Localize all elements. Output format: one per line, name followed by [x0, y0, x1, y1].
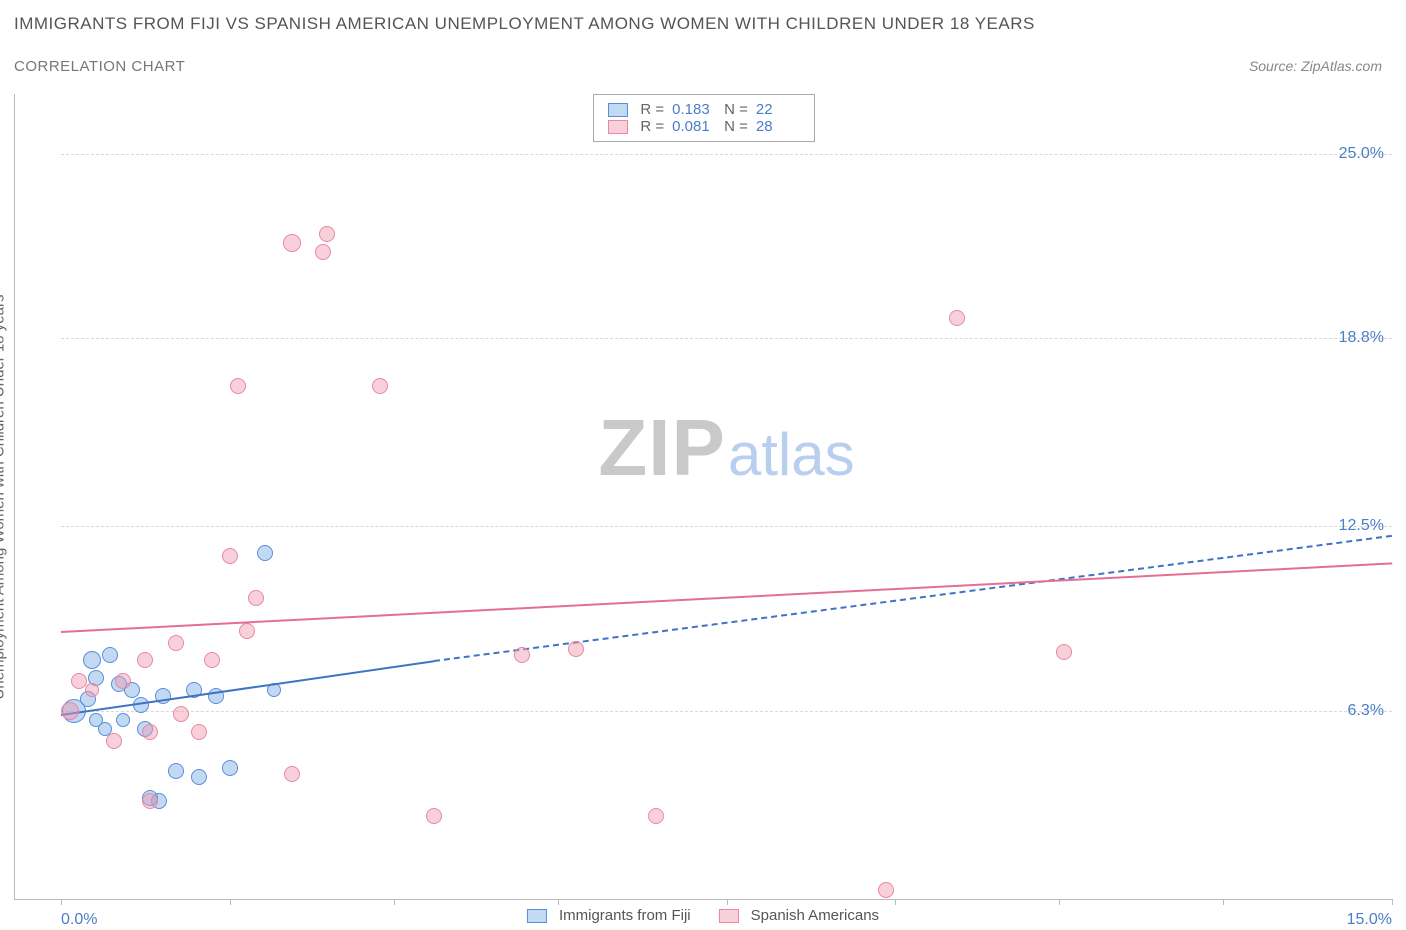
data-point	[71, 673, 87, 689]
stat-r-label: R =	[640, 101, 664, 118]
legend-item-s1: Immigrants from Fiji	[527, 907, 691, 924]
data-point	[514, 647, 530, 663]
x-tick-mark	[394, 899, 395, 905]
watermark: ZIP atlas	[598, 402, 854, 494]
legend-item-s2: Spanish Americans	[719, 907, 879, 924]
source-attribution: Source: ZipAtlas.com	[1249, 58, 1382, 74]
gridline	[61, 154, 1392, 155]
data-point	[315, 244, 331, 260]
legend-swatch	[608, 103, 628, 117]
plot-area: ZIP atlas 6.3%12.5%18.8%25.0%0.0%15.0%R …	[61, 94, 1392, 899]
stat-n-value: 22	[756, 101, 800, 118]
x-tick-mark	[1059, 899, 1060, 905]
data-point	[168, 635, 184, 651]
x-tick-label-max: 15.0%	[1347, 911, 1392, 929]
data-point	[102, 647, 118, 663]
data-point	[1056, 644, 1072, 660]
data-point	[61, 702, 79, 720]
stat-r-value: 0.183	[672, 101, 716, 118]
legend-stats-row: R = 0.183 N = 22	[608, 101, 800, 118]
data-point	[283, 234, 301, 252]
data-point	[191, 769, 207, 785]
chart-subtitle: CORRELATION CHART	[14, 58, 185, 75]
x-axis-legend: Immigrants from Fiji Spanish Americans	[527, 907, 879, 924]
chart-title: IMMIGRANTS FROM FIJI VS SPANISH AMERICAN…	[14, 14, 1035, 34]
y-tick-label: 18.8%	[1339, 329, 1384, 347]
source-name: ZipAtlas.com	[1301, 58, 1382, 74]
data-point	[319, 226, 335, 242]
watermark-zip: ZIP	[598, 402, 725, 494]
data-point	[137, 652, 153, 668]
legend-label-s2: Spanish Americans	[751, 907, 879, 924]
x-tick-mark	[61, 899, 62, 905]
x-tick-label-min: 0.0%	[61, 911, 97, 929]
x-tick-mark	[1392, 899, 1393, 905]
data-point	[257, 545, 273, 561]
data-point	[89, 713, 103, 727]
gridline	[61, 526, 1392, 527]
legend-swatch-s1	[527, 909, 547, 923]
stat-n-label: N =	[724, 101, 748, 118]
legend-label-s1: Immigrants from Fiji	[559, 907, 691, 924]
stat-n-value: 28	[756, 118, 800, 135]
data-point	[142, 724, 158, 740]
gridline	[61, 711, 1392, 712]
data-point	[230, 378, 246, 394]
data-point	[173, 706, 189, 722]
data-point	[568, 641, 584, 657]
data-point	[648, 808, 664, 824]
data-point	[222, 548, 238, 564]
data-point	[115, 673, 131, 689]
data-point	[83, 651, 101, 669]
gridline	[61, 338, 1392, 339]
y-tick-label: 12.5%	[1339, 517, 1384, 535]
stat-r-label: R =	[640, 118, 664, 135]
source-prefix: Source:	[1249, 58, 1301, 74]
y-axis-label: Unemployment Among Women with Children U…	[0, 294, 8, 699]
watermark-atlas: atlas	[728, 420, 855, 489]
legend-swatch-s2	[719, 909, 739, 923]
data-point	[426, 808, 442, 824]
data-point	[204, 652, 220, 668]
data-point	[85, 683, 99, 697]
y-tick-label: 25.0%	[1339, 145, 1384, 163]
data-point	[116, 713, 130, 727]
data-point	[168, 763, 184, 779]
data-point	[142, 793, 158, 809]
data-point	[248, 590, 264, 606]
x-tick-mark	[230, 899, 231, 905]
legend-stats-box: R = 0.183 N = 22 R = 0.081 N = 28	[593, 94, 815, 142]
y-tick-label: 6.3%	[1348, 702, 1384, 720]
x-tick-mark	[558, 899, 559, 905]
data-point	[106, 733, 122, 749]
data-point	[372, 378, 388, 394]
data-point	[878, 882, 894, 898]
plot-frame: Unemployment Among Women with Children U…	[14, 94, 1392, 900]
x-tick-mark	[1223, 899, 1224, 905]
data-point	[284, 766, 300, 782]
legend-swatch	[608, 120, 628, 134]
data-point	[222, 760, 238, 776]
stat-r-value: 0.081	[672, 118, 716, 135]
data-point	[239, 623, 255, 639]
data-point	[191, 724, 207, 740]
data-point	[949, 310, 965, 326]
stat-n-label: N =	[724, 118, 748, 135]
legend-stats-row: R = 0.081 N = 28	[608, 118, 800, 135]
x-tick-mark	[727, 899, 728, 905]
x-tick-mark	[895, 899, 896, 905]
